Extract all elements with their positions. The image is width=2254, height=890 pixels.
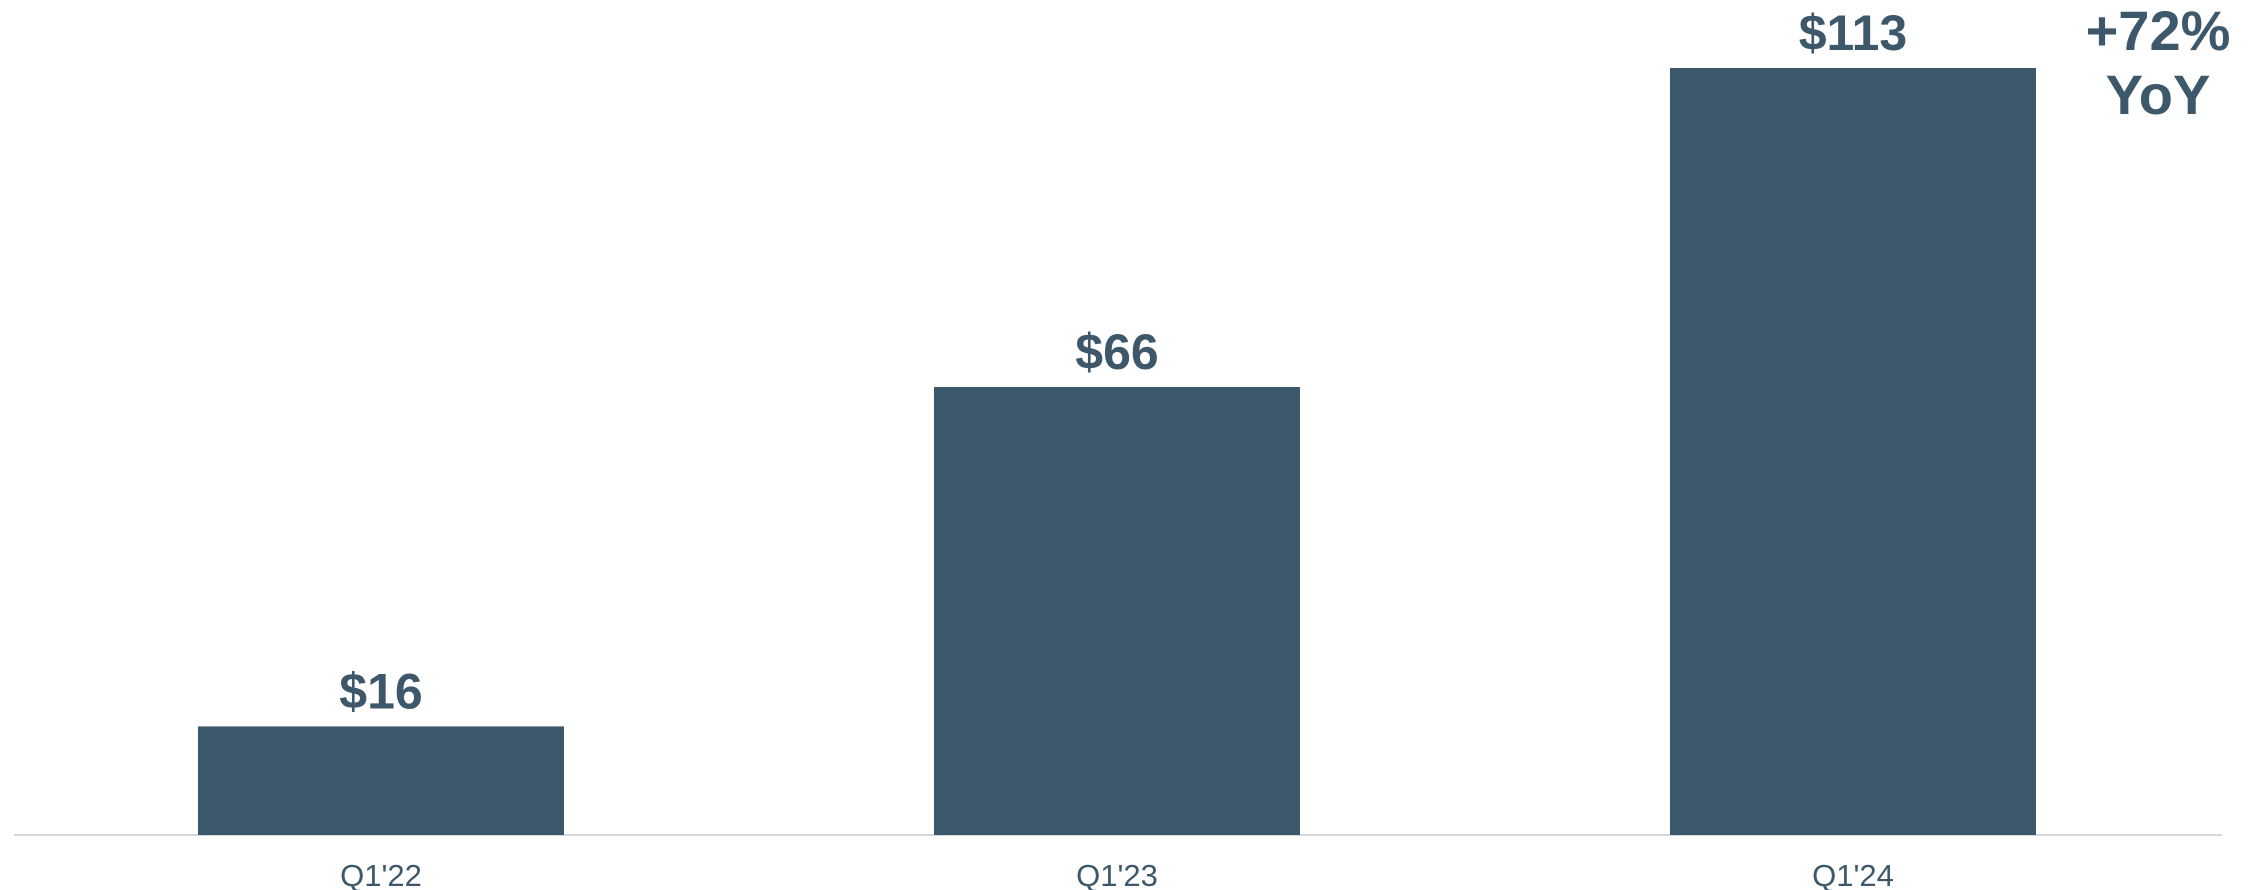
data-label-0: $16 bbox=[339, 663, 422, 719]
data-label-1: $66 bbox=[1075, 324, 1158, 380]
bar-1 bbox=[934, 387, 1300, 835]
data-label-2: $113 bbox=[1799, 5, 1907, 61]
x-tick-label-1: Q1'23 bbox=[1076, 858, 1158, 890]
yoy-growth-annotation-line-2: YoY bbox=[2106, 63, 2211, 126]
bar-0 bbox=[198, 726, 564, 835]
x-tick-labels-group: Q1'22 Q1'23 Q1'24 bbox=[340, 858, 1894, 890]
x-tick-label-2: Q1'24 bbox=[1812, 858, 1894, 890]
data-labels-group: $16 $66 $113 bbox=[339, 5, 1907, 719]
yoy-growth-annotation-line-1: +72% bbox=[2086, 0, 2231, 62]
bar-2 bbox=[1670, 68, 2036, 835]
x-tick-label-0: Q1'22 bbox=[340, 858, 422, 890]
bars-group bbox=[198, 68, 2036, 835]
